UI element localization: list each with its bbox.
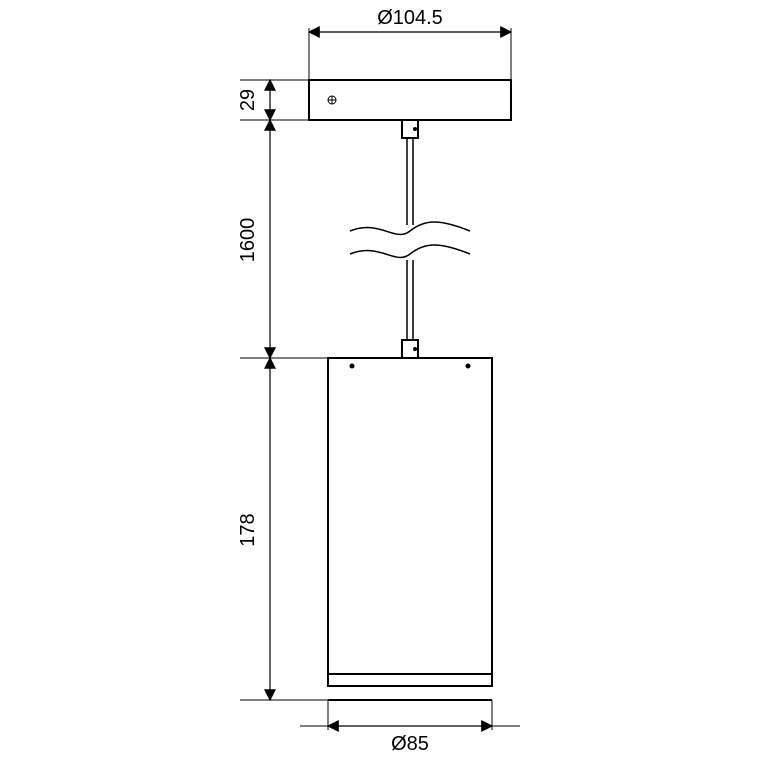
dim-bottom-diameter: Ø85: [391, 733, 429, 755]
dim-body-height: 178: [237, 513, 259, 546]
dim-canopy-height: 29: [237, 89, 259, 111]
technical-drawing: Ø104.5 29 1600 178 Ø85: [0, 0, 768, 768]
dim-cable-length: 1600: [237, 218, 259, 263]
dim-top-diameter: Ø104.5: [377, 7, 443, 29]
